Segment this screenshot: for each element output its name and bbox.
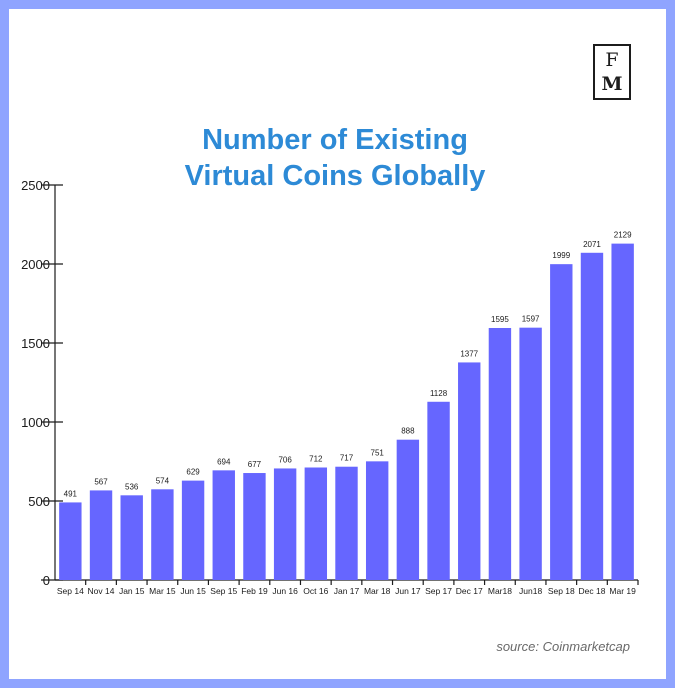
y-tick-label: 1000: [21, 415, 50, 430]
bar: [273, 468, 297, 580]
fm-logo: F M: [593, 44, 631, 100]
bar: [120, 495, 143, 580]
x-tick-label: Sep 14: [57, 586, 84, 596]
bar-value-label: 888: [401, 427, 415, 436]
bar: [89, 490, 113, 580]
chart-title-line-1: Number of Existing: [202, 124, 468, 156]
x-tick-label: Sep 18: [548, 586, 575, 596]
bar: [304, 467, 328, 580]
x-tick-label: Mar 18: [364, 586, 391, 596]
bar: [151, 489, 174, 580]
bar-value-label: 717: [340, 454, 354, 463]
bar-value-label: 1999: [552, 251, 570, 260]
source-note: source: Coinmarketcap: [496, 639, 630, 654]
bar-value-label: 2129: [614, 231, 632, 240]
bar-value-label: 677: [248, 460, 262, 469]
bar-value-label: 751: [371, 448, 385, 457]
x-tick-label: Jun 17: [395, 586, 421, 596]
bar: [580, 252, 604, 581]
y-tick-label: 500: [28, 494, 50, 509]
x-tick-label: Jan 17: [334, 586, 360, 596]
bar: [550, 264, 573, 580]
bar: [611, 243, 634, 581]
x-tick-label: Jan 15: [119, 586, 145, 596]
bar-value-label: 712: [309, 455, 323, 464]
bar-value-label: 1377: [460, 349, 478, 358]
x-tick-label: Dec 18: [579, 586, 606, 596]
bar: [335, 466, 358, 580]
y-tick-label: 2000: [21, 257, 50, 272]
bar-value-label: 536: [125, 482, 139, 491]
chart-title-line-2: Virtual Coins Globally: [184, 160, 486, 192]
logo-letter-f: F: [605, 49, 619, 71]
bar-value-label: 1128: [430, 389, 448, 398]
bar: [458, 362, 481, 580]
x-tick-label: Jun 15: [180, 586, 206, 596]
x-tick-label: Jun18: [519, 586, 542, 596]
bar: [396, 439, 420, 580]
bar: [243, 473, 266, 580]
bar-value-label: 629: [186, 468, 200, 477]
logo-letter-m: M: [601, 73, 623, 95]
bar-value-label: 2071: [583, 240, 601, 249]
bar: [212, 470, 235, 580]
bar: [181, 480, 205, 580]
bar-value-label: 574: [156, 476, 170, 485]
x-tick-label: Oct 16: [303, 586, 328, 596]
bar-value-label: 1597: [522, 315, 540, 324]
x-tick-label: Mar 19: [609, 586, 636, 596]
x-tick-label: Sep 15: [210, 586, 237, 596]
bar: [488, 327, 512, 580]
bar: [59, 502, 82, 580]
x-tick-label: Jun 16: [272, 586, 298, 596]
y-tick-label: 1500: [21, 336, 50, 351]
x-tick-label: Mar 15: [149, 586, 176, 596]
bar-value-label: 694: [217, 457, 231, 466]
bar-value-label: 567: [94, 477, 108, 486]
x-tick-label: Feb 19: [241, 586, 268, 596]
y-tick-label: 2500: [21, 178, 50, 193]
bar: [519, 327, 542, 580]
bar-value-label: 1595: [491, 315, 509, 324]
x-tick-label: Dec 17: [456, 586, 483, 596]
x-tick-label: Mar18: [488, 586, 512, 596]
x-tick-label: Nov 14: [88, 586, 115, 596]
x-tick-label: Sep 17: [425, 586, 452, 596]
y-tick-label: 0: [43, 573, 50, 588]
bar-value-label: 491: [64, 489, 78, 498]
bar: [365, 461, 389, 580]
bar: [427, 401, 450, 580]
bar-value-label: 706: [278, 455, 292, 464]
